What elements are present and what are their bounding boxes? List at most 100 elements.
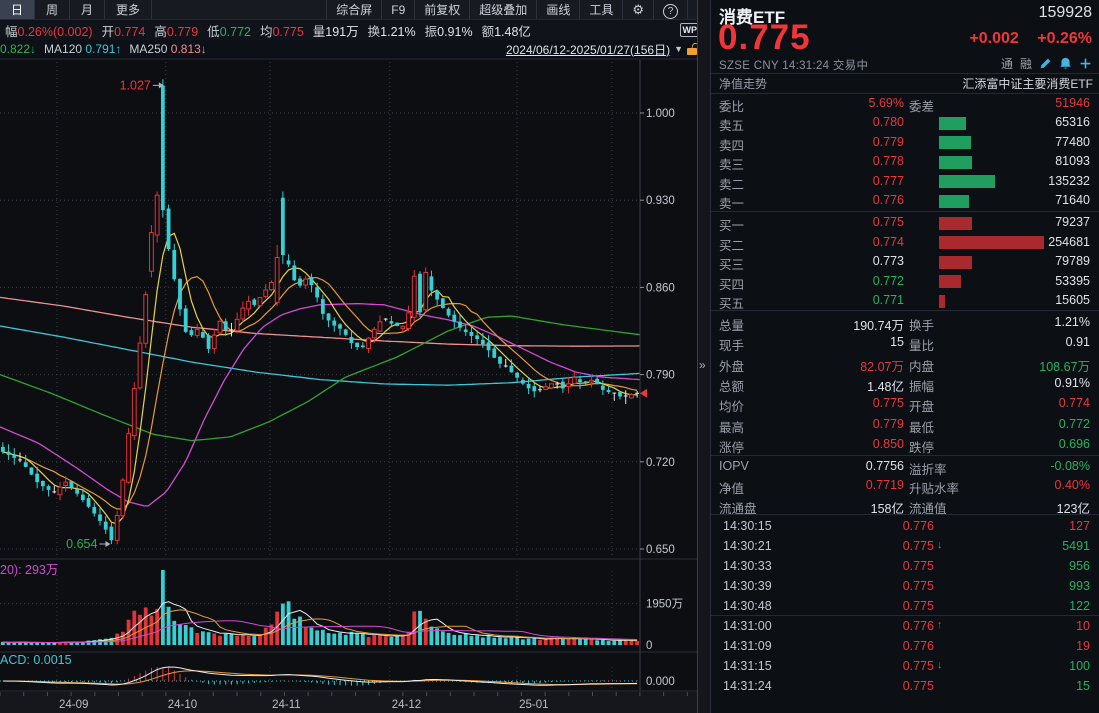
tab-日[interactable]: 日 xyxy=(0,0,36,19)
order-volume-bar xyxy=(939,194,969,208)
svg-text:0.720: 0.720 xyxy=(646,457,675,469)
date-range-control[interactable]: 2024/06/12-2025/01/27(156日) ▼ xyxy=(506,41,710,58)
stat-value: 0.40% xyxy=(1054,478,1090,493)
pencil-icon[interactable] xyxy=(1039,57,1052,70)
panel-divider[interactable]: » xyxy=(697,0,710,713)
orderbook-row-买三[interactable]: 买三 0.773 79789 xyxy=(719,254,1090,273)
menu-item-前复权[interactable]: 前复权 xyxy=(414,0,469,19)
menu-item-F9[interactable]: F9 xyxy=(381,0,414,19)
bell-icon[interactable] xyxy=(1059,57,1072,70)
stat-value: 158亿 xyxy=(870,501,904,516)
stats-row-总额: 总额 1.48亿 振幅 0.91% xyxy=(719,375,1090,394)
order-volume: 254681 xyxy=(1048,234,1090,249)
orderbook-row-卖五[interactable]: 卖五 0.780 65316 xyxy=(719,115,1090,133)
order-volume: 53395 xyxy=(1055,273,1090,288)
fund-nav-label[interactable]: 净值走势 xyxy=(719,77,768,91)
margin-tag-rong: 融 xyxy=(1019,57,1032,71)
orderbook-row-买二[interactable]: 买二 0.774 254681 xyxy=(719,234,1090,253)
quote-panel: 消费ETF 159928 0.775 +0.002 +0.26% SZSE CN… xyxy=(710,0,1099,713)
tick-price: 0.775 xyxy=(902,539,934,553)
stat-value: 0.772 xyxy=(1058,416,1090,431)
weicha-value: 51946 xyxy=(1055,96,1090,110)
tick-volume: 956 xyxy=(1069,559,1090,573)
tick-price: 0.775 xyxy=(902,679,934,693)
order-price: 0.779 xyxy=(872,134,904,149)
tick-price: 0.775 xyxy=(902,559,934,573)
menu-item-综合屏[interactable]: 综合屏 xyxy=(326,0,381,19)
stat-value: 0.850 xyxy=(872,436,904,451)
menu-item-画线[interactable]: 画线 xyxy=(536,0,579,19)
orderbook-row-卖四[interactable]: 卖四 0.779 77480 xyxy=(719,134,1090,153)
instrument-name: 消费ETF xyxy=(719,8,786,27)
order-volume: 135232 xyxy=(1048,173,1090,188)
stats-row-净值: 净值 0.7719 升贴水率 0.40% xyxy=(719,478,1090,497)
tab-月[interactable]: 月 xyxy=(70,0,106,19)
plus-icon[interactable] xyxy=(1079,57,1092,70)
ma-values: 0.822↓ MA120 0.791↑ MA250 0.813↓ xyxy=(0,42,215,56)
fund-row[interactable]: 净值走势 汇添富中证主要消费ETF xyxy=(711,75,1099,92)
svg-text:0.790: 0.790 xyxy=(646,370,675,382)
stat-value: 108.67万 xyxy=(1039,359,1090,374)
daystat-幅: 幅0.26%(0.002) xyxy=(5,24,93,39)
stats-row-现手: 现手 15 量比 0.91 xyxy=(719,335,1090,354)
tick-row: 14:31:00 0.776 ↑ 10 xyxy=(723,619,1090,633)
order-volume: 15605 xyxy=(1055,293,1090,308)
menu-item-超级叠加[interactable]: 超级叠加 xyxy=(469,0,536,19)
arrow-down-icon: ↓ xyxy=(937,539,943,551)
order-price: 0.773 xyxy=(872,254,904,269)
tab-周[interactable]: 周 xyxy=(35,0,71,19)
tick-row: 14:30:39 0.775 993 xyxy=(723,579,1090,593)
daystat-高: 高0.779 xyxy=(154,24,199,39)
orderbook-row-买五[interactable]: 买五 0.771 15605 xyxy=(719,293,1090,312)
stat-value: 123亿 xyxy=(1056,501,1090,516)
svg-text:24-11: 24-11 xyxy=(272,699,301,711)
orderbook-row-卖二[interactable]: 卖二 0.777 135232 xyxy=(719,173,1090,192)
orderbook-row-买一[interactable]: 买一 0.775 79237 xyxy=(719,215,1090,233)
tick-row: 14:30:33 0.775 956 xyxy=(723,559,1090,573)
daystat-额: 额1.48亿 xyxy=(481,24,531,39)
candlestick-chart[interactable]: 1.000 0.930 0.860 0.790 0.720 0.650 1950万 0 0.00… xyxy=(0,58,697,713)
order-volume: 77480 xyxy=(1055,134,1090,149)
order-volume-bar xyxy=(939,116,966,130)
tab-更多[interactable]: 更多 xyxy=(105,0,153,19)
stats-row-IOPV: IOPV 0.7756 溢折率 -0.08% xyxy=(719,459,1090,477)
stat-value: 0.696 xyxy=(1058,436,1090,451)
svg-text:25-01: 25-01 xyxy=(519,699,548,711)
svg-text:0.930: 0.930 xyxy=(646,195,675,207)
ma-value-1: MA120 0.791↑ xyxy=(44,42,122,56)
order-price: 0.777 xyxy=(872,173,904,188)
fund-full-name: 汇添富中证主要消费ETF xyxy=(962,77,1093,91)
orderbook-row-卖三[interactable]: 卖三 0.778 81093 xyxy=(719,154,1090,173)
stat-value: 0.7756 xyxy=(865,459,904,473)
tick-price: 0.775 xyxy=(902,599,934,613)
stats-row-流通盘: 流通盘 158亿 流通值 123亿 xyxy=(711,496,1099,516)
stat-value: 0.7719 xyxy=(865,478,904,493)
order-price: 0.772 xyxy=(872,273,904,288)
orderbook-row-卖一[interactable]: 卖一 0.776 71640 xyxy=(719,193,1090,212)
orderbook-row-买四[interactable]: 买四 0.772 53395 xyxy=(719,273,1090,292)
quote-action-icons: 通 融 xyxy=(1001,55,1092,72)
menu-item-工具[interactable]: 工具 xyxy=(579,0,622,19)
tick-volume: 15 xyxy=(1076,679,1090,693)
tick-row: 14:30:15 0.776 127 xyxy=(723,519,1090,533)
help-icon[interactable]: ? xyxy=(653,0,687,19)
expand-panel-icon[interactable]: » xyxy=(699,358,706,372)
tick-row: 14:30:48 0.775 122 xyxy=(723,599,1090,613)
unlock-icon[interactable] xyxy=(687,41,700,56)
exchange-info: SZSE CNY 14:31:24 交易中 xyxy=(719,60,869,72)
svg-text:0.654: 0.654 xyxy=(66,537,97,551)
daystat-均: 均0.775 xyxy=(259,24,304,39)
stat-value: 1.48亿 xyxy=(867,379,904,394)
order-volume-bar xyxy=(939,236,1044,250)
order-volume: 71640 xyxy=(1055,193,1090,208)
chevron-down-icon[interactable]: ▼ xyxy=(674,44,683,54)
stats-row-外盘: 外盘 82.07万 内盘 108.67万 xyxy=(711,354,1099,374)
weibi-label: 委比 xyxy=(719,100,745,114)
order-volume-bar xyxy=(939,294,945,308)
svg-text:24-10: 24-10 xyxy=(168,699,197,711)
date-range-label[interactable]: 2024/06/12-2025/01/27(156日) xyxy=(505,42,671,57)
gear-icon[interactable]: ⚙ xyxy=(622,0,653,19)
order-volume: 79789 xyxy=(1055,254,1090,269)
tick-row: 14:31:15 0.775 ↓ 100 xyxy=(723,659,1090,673)
